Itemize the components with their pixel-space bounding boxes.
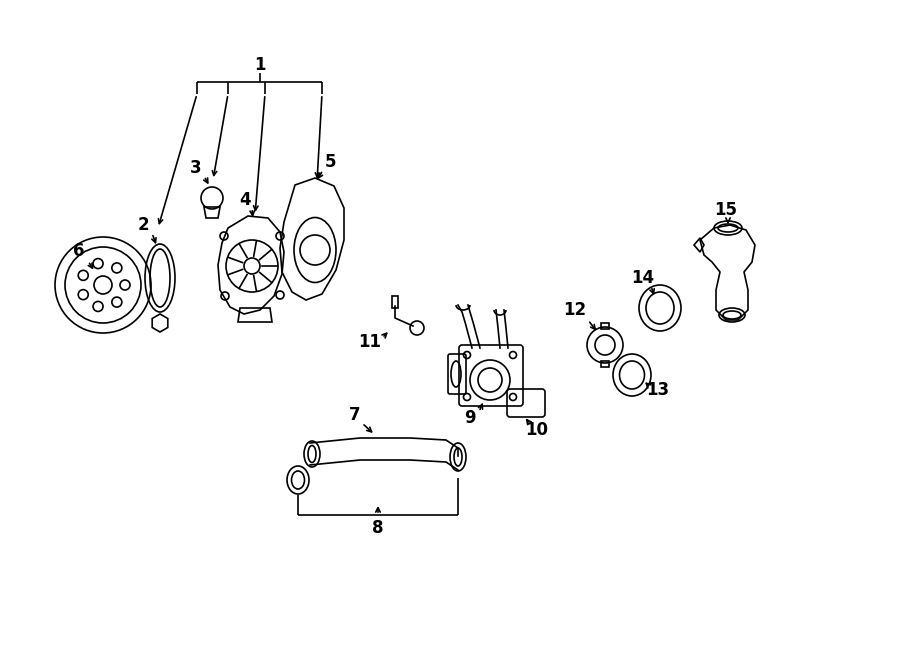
Text: 10: 10 [526,421,548,439]
Text: 13: 13 [646,381,670,399]
Text: 6: 6 [73,242,85,260]
Text: 3: 3 [190,159,202,177]
Text: 14: 14 [632,269,654,287]
Text: 5: 5 [324,153,336,171]
Text: 7: 7 [349,406,361,424]
Text: 9: 9 [464,409,476,427]
Text: 12: 12 [563,301,587,319]
Text: 4: 4 [239,191,251,209]
Text: 1: 1 [254,56,266,74]
Text: 15: 15 [715,201,737,219]
Text: 2: 2 [137,216,148,234]
Bar [601,361,609,367]
Text: 11: 11 [358,333,382,351]
Bar [392,296,398,308]
Bar [601,323,609,329]
Text: 8: 8 [373,519,383,537]
